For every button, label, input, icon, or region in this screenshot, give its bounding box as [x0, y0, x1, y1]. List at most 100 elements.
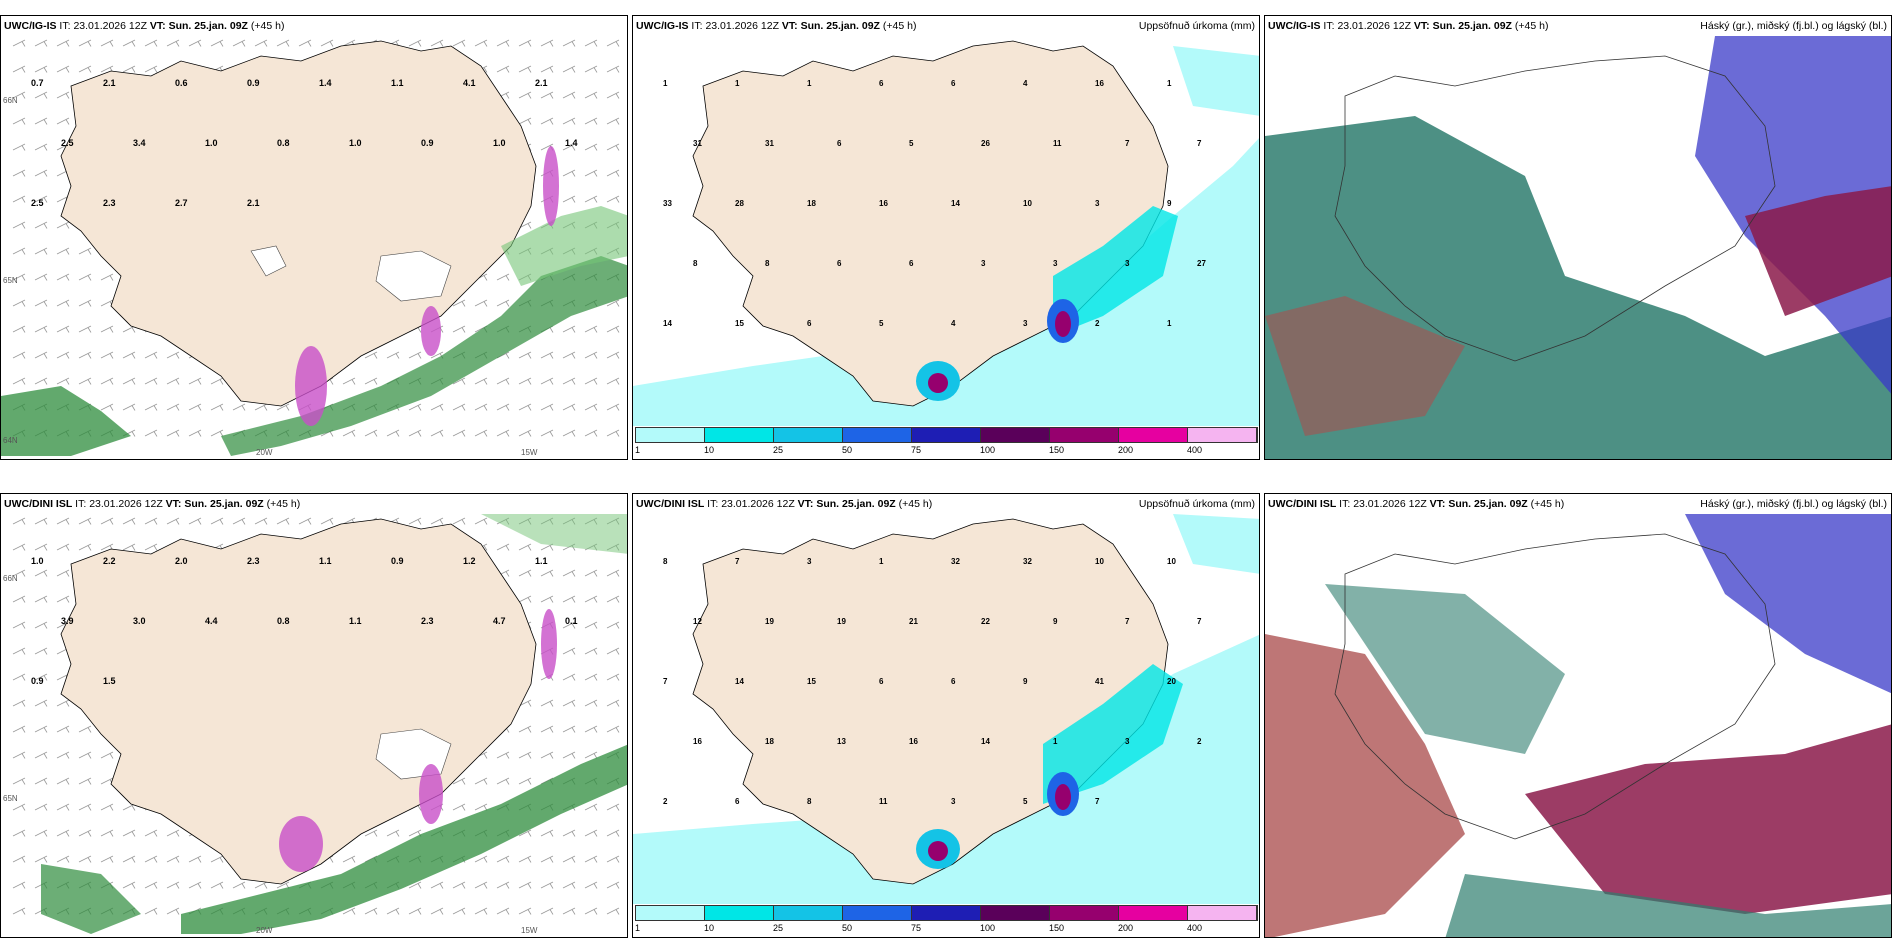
wind-barb: [474, 377, 488, 385]
wind-barb: [188, 855, 202, 863]
colorbar-tick: 1: [635, 923, 641, 933]
wind-barb: [56, 543, 70, 551]
wind-barb: [474, 403, 488, 411]
wind-barb: [584, 91, 598, 99]
map-value-label: 27: [1197, 259, 1206, 268]
wind-barb: [452, 803, 466, 811]
wind-barb: [562, 65, 576, 73]
map-value-label: 3: [1023, 319, 1028, 328]
wind-barb: [518, 403, 532, 411]
colorbar-swatch: [912, 906, 981, 920]
map-value-label: 22: [981, 617, 990, 626]
wind-barb: [34, 325, 48, 333]
wind-barb: [12, 803, 26, 811]
wind-barb: [474, 39, 488, 47]
wind-barb: [166, 429, 180, 437]
wind-barb: [56, 751, 70, 759]
heavy-snow: [543, 146, 559, 226]
map-value-label: 14: [735, 677, 744, 686]
wind-barb: [276, 517, 290, 525]
wind-barb: [562, 621, 576, 629]
wind-barb: [56, 221, 70, 229]
wind-barb: [540, 39, 554, 47]
wind-barb: [606, 351, 620, 359]
colorbar-tick: 100: [980, 923, 996, 933]
map-value-label: 3: [1053, 259, 1058, 268]
wind-barb: [584, 907, 598, 915]
wind-barb: [188, 39, 202, 47]
wind-barb: [56, 699, 70, 707]
map-value-label: 16: [909, 737, 918, 746]
wind-barb: [584, 117, 598, 125]
wind-barb: [540, 569, 554, 577]
cloud-low: [1685, 514, 1891, 694]
wind-barb: [408, 907, 422, 915]
map-value-label: 3.9: [61, 616, 74, 626]
wind-barb: [408, 403, 422, 411]
wind-barb: [254, 517, 268, 525]
wind-barb: [606, 195, 620, 203]
precip-field: [1043, 664, 1183, 804]
wind-barb: [540, 725, 554, 733]
wind-barb: [606, 429, 620, 437]
wind-barb: [34, 351, 48, 359]
wind-barb: [232, 403, 246, 411]
wind-barb: [430, 881, 444, 889]
wind-barb: [408, 429, 422, 437]
wind-barb: [78, 247, 92, 255]
snow-band: [181, 744, 627, 934]
wind-barb: [166, 377, 180, 385]
wind-barb: [12, 855, 26, 863]
wind-barb: [518, 569, 532, 577]
map-value-label: 1.1: [349, 616, 362, 626]
heavy-snow: [421, 306, 441, 356]
wind-barb: [122, 351, 136, 359]
precip-map: 1 1 1 6 6 4 16 131 31 6 5 26 11 7 733 28 18 16 14 10 3 98 8 6 6 3…: [633, 40, 1259, 426]
wind-barb: [606, 65, 620, 73]
wind-barb: [606, 403, 620, 411]
map-value-label: 1: [663, 79, 668, 88]
wind-barb: [78, 543, 92, 551]
wind-barb: [584, 429, 598, 437]
cloud-mid: [1745, 186, 1891, 316]
colorbar-ticks: 1 10 25 50 75 100 150 200 400: [635, 923, 1259, 935]
wind-barb: [606, 673, 620, 681]
colorbar-tick: 10: [704, 923, 715, 933]
colorbar-tick: 100: [980, 445, 996, 455]
wind-barb: [342, 429, 356, 437]
wind-barb: [12, 299, 26, 307]
panel-right-title: Uppsöfnuð úrkoma (mm): [1138, 498, 1255, 510]
map-value-label: 19: [765, 617, 774, 626]
grid-label: 15W: [521, 926, 538, 935]
wind-barb: [78, 751, 92, 759]
panel-title: UWC/DINI ISL IT: 23.01.2026 12Z VT: Sun.…: [636, 498, 933, 510]
colorbar-tick: 400: [1187, 923, 1203, 933]
wind-barb: [56, 65, 70, 73]
wind-barb: [606, 647, 620, 655]
grid-label: 20W: [256, 448, 273, 457]
wind-barb: [584, 195, 598, 203]
wind-barb: [452, 881, 466, 889]
wind-barb: [166, 517, 180, 525]
map-value-label: 1: [807, 79, 812, 88]
wind-barb: [12, 351, 26, 359]
wind-barb: [540, 855, 554, 863]
wind-snow-map: 0.7 2.1 0.6 0.9 1.4 1.1 4.1 2.1 2.5 3.4 1.0 0.8 1.0 0…: [1, 39, 627, 456]
wind-barb: [496, 855, 510, 863]
map-value-label: 26: [981, 139, 990, 148]
wind-barb: [606, 169, 620, 177]
wind-barb: [34, 169, 48, 177]
map-value-label: 2.3: [421, 616, 434, 626]
colorbar-swatch: [1119, 906, 1188, 920]
wind-barb: [122, 855, 136, 863]
wind-barb: [562, 169, 576, 177]
glacier: [250, 245, 287, 277]
wind-barb: [430, 39, 444, 47]
precip-field: [633, 138, 1259, 426]
wind-barb: [474, 777, 488, 785]
wind-barb: [452, 39, 466, 47]
wind-barb: [584, 65, 598, 73]
precip-core: [1055, 784, 1071, 810]
wind-barb: [34, 803, 48, 811]
wind-barb: [540, 907, 554, 915]
